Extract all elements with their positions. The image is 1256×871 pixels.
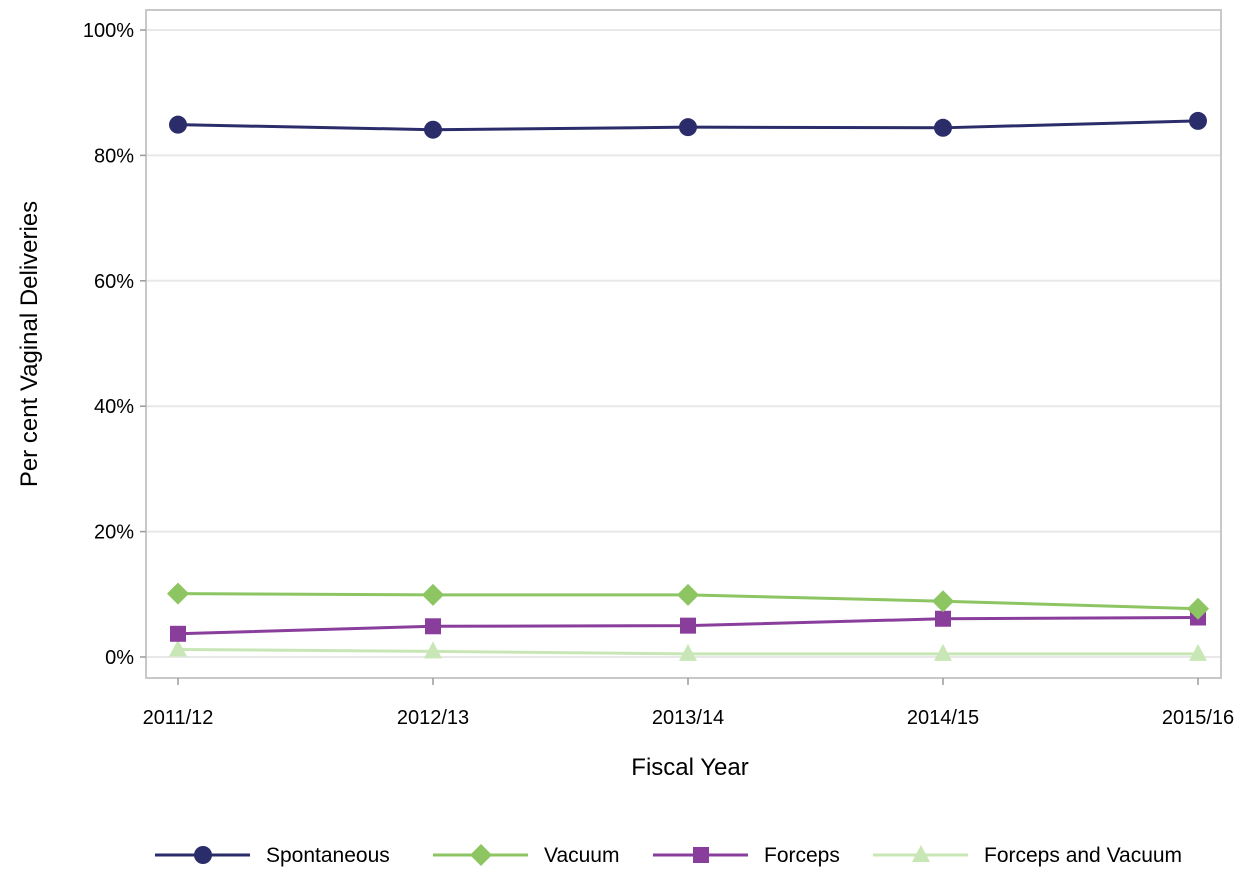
series-layer [167,111,1209,661]
y-tick-label: 0% [105,647,134,669]
data-point-forceps [170,625,186,642]
x-axis: 2011/12 2012/13 2013/14 2014/15 2015/16 [143,678,1234,729]
y-tick-label: 20% [94,522,134,544]
data-point-vacuum [677,583,699,606]
legend-item-spontaneous: Spontaneous [155,844,390,867]
x-tick-label: 2012/13 [397,707,469,729]
data-point-spontaneous [1189,111,1207,130]
data-point-spontaneous [169,115,187,134]
legend-marker-circle [194,846,212,864]
data-point-vacuum [1187,597,1209,620]
plot-frame [145,9,1222,679]
data-point-vacuum [422,583,444,606]
y-axis: 0% 20% 40% 60% 80% 100% [83,20,146,669]
y-tick-label: 100% [83,20,134,42]
data-point-forceps [935,610,951,627]
series-vacuum [167,582,1209,620]
x-tick-label: 2014/15 [907,707,979,729]
legend-marker-diamond [470,844,492,866]
series-spontaneous [169,111,1207,139]
y-tick-label: 80% [94,145,134,167]
data-point-forceps-and-vacuum [1189,643,1207,661]
x-tick-label: 2013/14 [652,707,724,729]
data-point-forceps-and-vacuum [679,643,697,661]
x-tick-label: 2011/12 [143,707,214,729]
data-point-forceps-and-vacuum [169,639,187,657]
y-axis-title: Per cent Vaginal Deliveries [16,201,43,487]
legend-label: Spontaneous [266,844,390,867]
legend-label: Forceps [764,844,840,867]
legend-marker-triangle [912,845,930,862]
y-tick-label: 60% [94,271,134,293]
x-axis-title: Fiscal Year [631,754,748,781]
legend-item-forceps: Forceps [653,844,840,867]
legend: Spontaneous Vacuum Forceps Forceps and Vacu… [155,844,1182,867]
legend-label: Forceps and Vacuum [984,844,1182,867]
data-point-forceps [425,618,441,635]
data-point-forceps-and-vacuum [934,643,952,661]
series-forceps [170,609,1206,642]
data-point-forceps [680,617,696,634]
data-point-vacuum [167,582,189,605]
data-point-spontaneous [934,118,952,137]
series-forceps-and-vacuum [169,639,1207,661]
x-tick-label: 2015/16 [1162,707,1234,729]
data-point-spontaneous [424,120,442,139]
data-point-forceps-and-vacuum [424,641,442,659]
gridlines [147,29,1220,658]
legend-item-vacuum: Vacuum [433,844,619,867]
legend-label: Vacuum [544,844,619,867]
data-point-spontaneous [679,118,697,137]
legend-marker-square [693,847,709,863]
legend-item-forceps-and-vacuum: Forceps and Vacuum [873,844,1182,867]
y-tick-label: 40% [94,396,134,418]
data-point-vacuum [932,590,954,613]
